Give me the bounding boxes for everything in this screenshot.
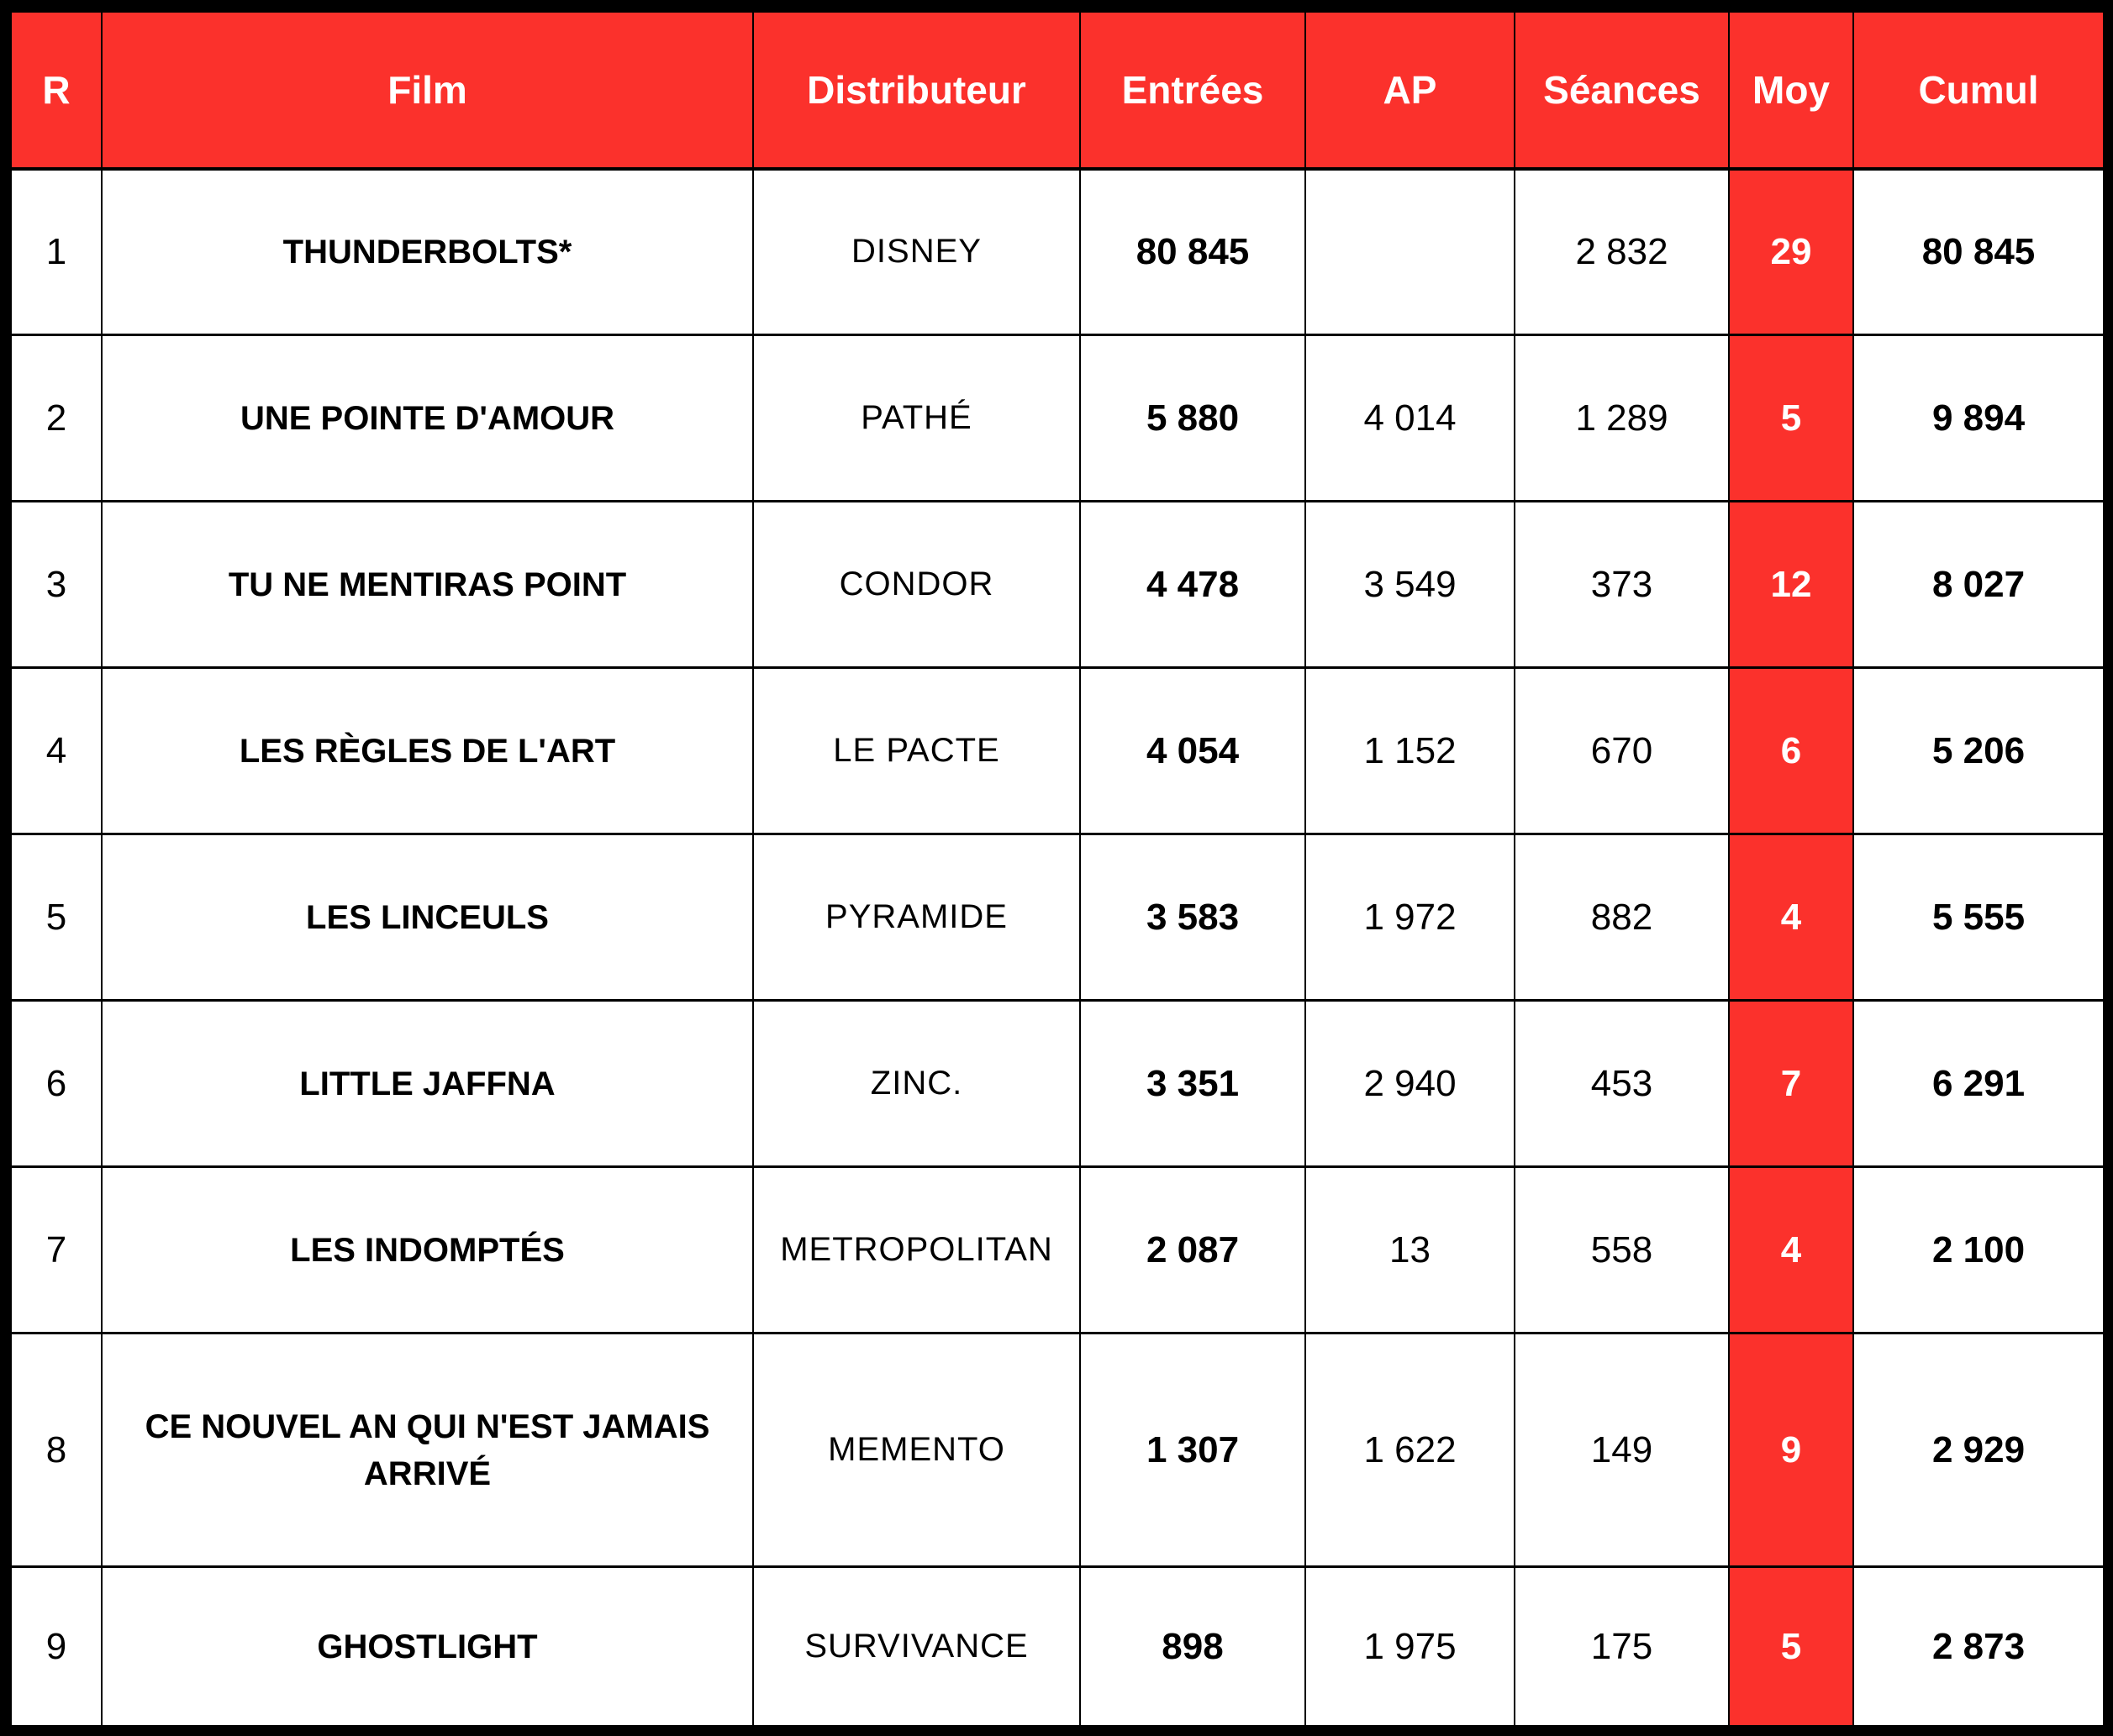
film-title: LITTLE JAFFNA xyxy=(101,999,754,1168)
table-row: 5 LES LINCEULS PYRAMIDE 3 583 1 972 882 … xyxy=(10,833,2105,1002)
rank-cell: 8 xyxy=(10,1332,103,1568)
table-row: 6 LITTLE JAFFNA ZINC. 3 351 2 940 453 7 … xyxy=(10,999,2105,1168)
ap-cell: 3 549 xyxy=(1304,500,1515,669)
seances-cell: 882 xyxy=(1514,833,1730,1002)
column-header-ap: AP xyxy=(1304,10,1515,171)
moy-cell: 29 xyxy=(1728,167,1854,336)
table-row: 9 GHOSTLIGHT SURVIVANCE 898 1 975 175 5 … xyxy=(10,1565,2105,1728)
table-row: 7 LES INDOMPTÉS METROPOLITAN 2 087 13 55… xyxy=(10,1165,2105,1334)
rank-cell: 6 xyxy=(10,999,103,1168)
rank-cell: 7 xyxy=(10,1165,103,1334)
column-header-seances: Séances xyxy=(1514,10,1730,171)
cumul-cell: 6 291 xyxy=(1852,999,2105,1168)
cumul-cell: 5 555 xyxy=(1852,833,2105,1002)
header-row: R Film Distributeur Entrées AP Séances M… xyxy=(10,10,2105,171)
entrees-cell: 3 351 xyxy=(1079,999,1306,1168)
entrees-cell: 4 054 xyxy=(1079,666,1306,835)
cumul-cell: 2 100 xyxy=(1852,1165,2105,1334)
entrees-cell: 5 880 xyxy=(1079,334,1306,502)
entrees-cell: 2 087 xyxy=(1079,1165,1306,1334)
rank-cell: 5 xyxy=(10,833,103,1002)
column-header-film: Film xyxy=(101,10,754,171)
distributor-cell: CONDOR xyxy=(752,500,1081,669)
table-row: 3 TU NE MENTIRAS POINT CONDOR 4 478 3 54… xyxy=(10,500,2105,669)
distributor-cell: PYRAMIDE xyxy=(752,833,1081,1002)
film-title: CE NOUVEL AN QUI N'EST JAMAIS ARRIVÉ xyxy=(101,1332,754,1568)
rank-cell: 3 xyxy=(10,500,103,669)
distributor-cell: PATHÉ xyxy=(752,334,1081,502)
seances-cell: 2 832 xyxy=(1514,167,1730,336)
moy-cell: 7 xyxy=(1728,999,1854,1168)
cumul-cell: 9 894 xyxy=(1852,334,2105,502)
moy-cell: 5 xyxy=(1728,334,1854,502)
seances-cell: 149 xyxy=(1514,1332,1730,1568)
ap-cell xyxy=(1304,167,1515,336)
box-office-table: R Film Distributeur Entrées AP Séances M… xyxy=(10,10,2105,1728)
moy-cell: 4 xyxy=(1728,1165,1854,1334)
ap-cell: 4 014 xyxy=(1304,334,1515,502)
entrees-cell: 80 845 xyxy=(1079,167,1306,336)
column-header-distributeur: Distributeur xyxy=(752,10,1081,171)
ap-cell: 13 xyxy=(1304,1165,1515,1334)
seances-cell: 373 xyxy=(1514,500,1730,669)
ap-cell: 1 152 xyxy=(1304,666,1515,835)
cumul-cell: 80 845 xyxy=(1852,167,2105,336)
entrees-cell: 4 478 xyxy=(1079,500,1306,669)
column-header-moy: Moy xyxy=(1728,10,1854,171)
distributor-cell: ZINC. xyxy=(752,999,1081,1168)
cumul-cell: 2 929 xyxy=(1852,1332,2105,1568)
distributor-cell: DISNEY xyxy=(752,167,1081,336)
table-row: 1 THUNDERBOLTS* DISNEY 80 845 2 832 29 8… xyxy=(10,167,2105,336)
column-header-cumul: Cumul xyxy=(1852,10,2105,171)
film-title: LES LINCEULS xyxy=(101,833,754,1002)
rank-cell: 2 xyxy=(10,334,103,502)
film-title: THUNDERBOLTS* xyxy=(101,167,754,336)
moy-cell: 6 xyxy=(1728,666,1854,835)
rank-cell: 4 xyxy=(10,666,103,835)
ap-cell: 1 975 xyxy=(1304,1565,1515,1728)
column-header-entrees: Entrées xyxy=(1079,10,1306,171)
table-row: 4 LES RÈGLES DE L'ART LE PACTE 4 054 1 1… xyxy=(10,666,2105,835)
seances-cell: 1 289 xyxy=(1514,334,1730,502)
ap-cell: 1 622 xyxy=(1304,1332,1515,1568)
entrees-cell: 898 xyxy=(1079,1565,1306,1728)
rank-cell: 1 xyxy=(10,167,103,336)
moy-cell: 4 xyxy=(1728,833,1854,1002)
distributor-cell: MEMENTO xyxy=(752,1332,1081,1568)
film-title: TU NE MENTIRAS POINT xyxy=(101,500,754,669)
table-header: R Film Distributeur Entrées AP Séances M… xyxy=(10,10,2105,171)
seances-cell: 558 xyxy=(1514,1165,1730,1334)
distributor-cell: LE PACTE xyxy=(752,666,1081,835)
table-row: 8 CE NOUVEL AN QUI N'EST JAMAIS ARRIVÉ M… xyxy=(10,1332,2105,1568)
film-title: LES RÈGLES DE L'ART xyxy=(101,666,754,835)
cumul-cell: 5 206 xyxy=(1852,666,2105,835)
distributor-cell: SURVIVANCE xyxy=(752,1565,1081,1728)
seances-cell: 453 xyxy=(1514,999,1730,1168)
entrees-cell: 3 583 xyxy=(1079,833,1306,1002)
table-row: 2 UNE POINTE D'AMOUR PATHÉ 5 880 4 014 1… xyxy=(10,334,2105,502)
column-header-rank: R xyxy=(10,10,103,171)
entrees-cell: 1 307 xyxy=(1079,1332,1306,1568)
seances-cell: 175 xyxy=(1514,1565,1730,1728)
rank-cell: 9 xyxy=(10,1565,103,1728)
film-title: LES INDOMPTÉS xyxy=(101,1165,754,1334)
film-title: GHOSTLIGHT xyxy=(101,1565,754,1728)
moy-cell: 5 xyxy=(1728,1565,1854,1728)
cumul-cell: 2 873 xyxy=(1852,1565,2105,1728)
moy-cell: 9 xyxy=(1728,1332,1854,1568)
moy-cell: 12 xyxy=(1728,500,1854,669)
film-title: UNE POINTE D'AMOUR xyxy=(101,334,754,502)
ap-cell: 2 940 xyxy=(1304,999,1515,1168)
table-body: 1 THUNDERBOLTS* DISNEY 80 845 2 832 29 8… xyxy=(10,167,2105,1728)
cumul-cell: 8 027 xyxy=(1852,500,2105,669)
ap-cell: 1 972 xyxy=(1304,833,1515,1002)
distributor-cell: METROPOLITAN xyxy=(752,1165,1081,1334)
seances-cell: 670 xyxy=(1514,666,1730,835)
